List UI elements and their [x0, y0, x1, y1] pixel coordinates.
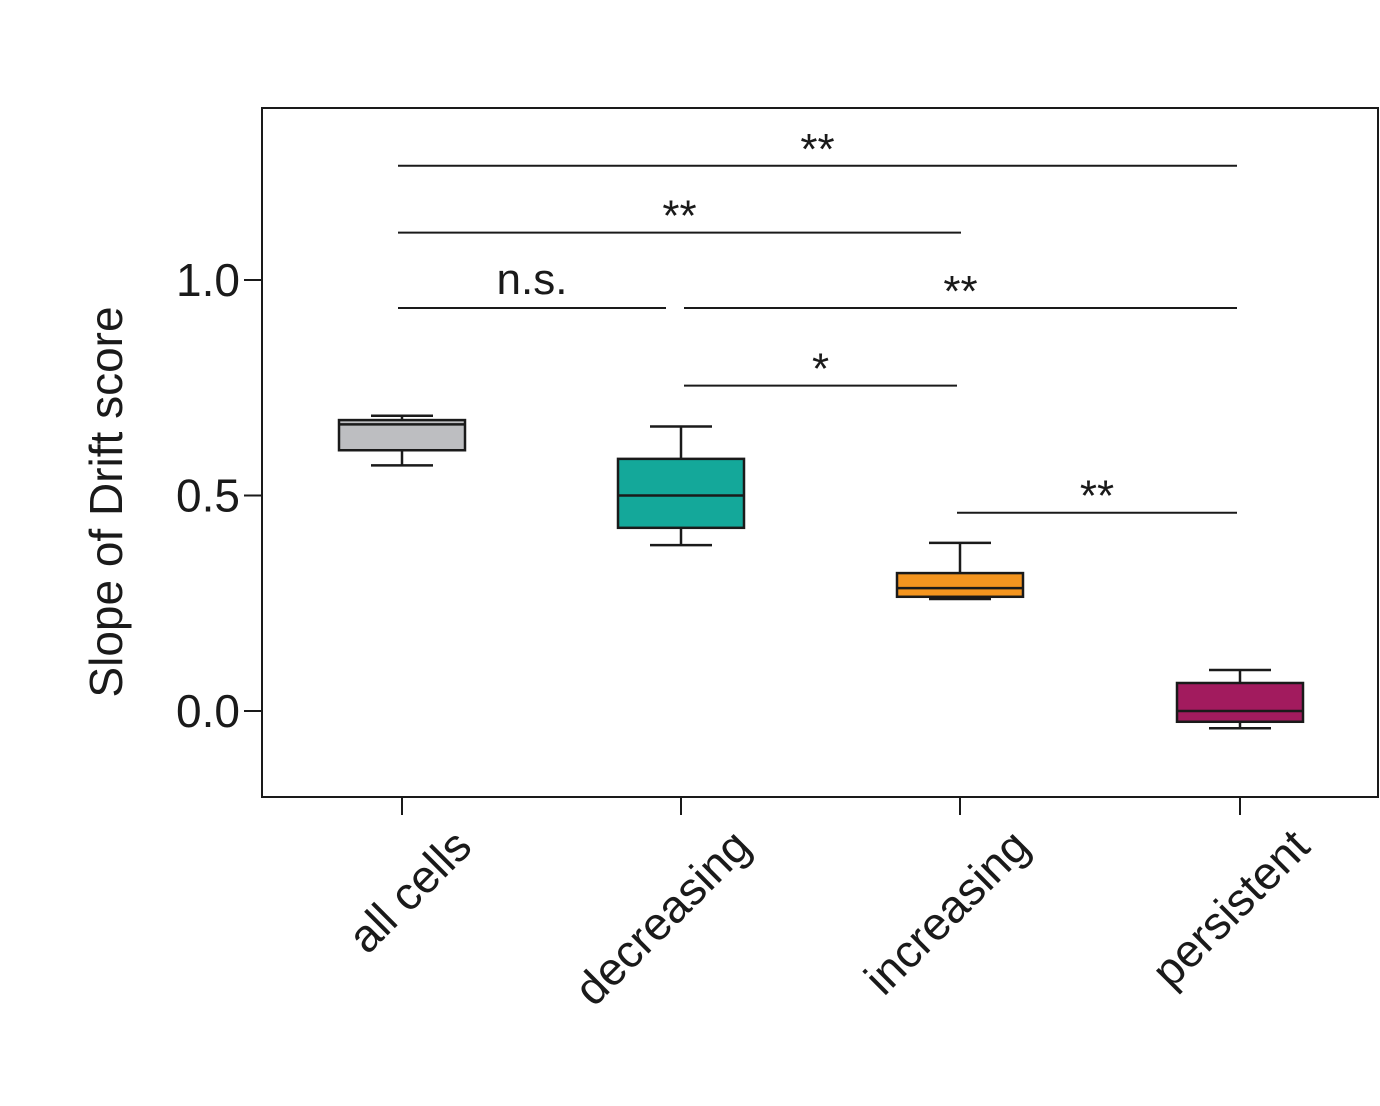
plot-frame	[261, 107, 1379, 798]
x-tick-label: persistent	[1141, 819, 1319, 997]
significance-label: n.s.	[497, 255, 568, 304]
y-tick-label: 1.0	[176, 254, 240, 306]
significance-annotations: ****n.s. *****	[398, 125, 1237, 521]
significance-label: **	[1080, 472, 1114, 521]
significance-bar: **	[398, 192, 961, 241]
box-decreasing	[616, 425, 746, 547]
box-all-cells	[337, 414, 467, 467]
significance-bar: **	[398, 125, 1237, 174]
significance-label: **	[800, 125, 834, 174]
y-axis: 0.0 0.5 1.0	[176, 254, 262, 737]
significance-bar: **	[684, 267, 1237, 316]
box-body	[1175, 681, 1305, 724]
significance-bar: *	[684, 345, 957, 394]
box-body	[616, 457, 746, 530]
y-tick-label: 0.0	[176, 685, 240, 737]
box-persistent	[1175, 668, 1305, 730]
y-tick-label: 0.5	[176, 470, 240, 522]
significance-bar: n.s.	[398, 255, 666, 310]
x-tick-label: decreasing	[564, 819, 760, 1015]
significance-bar: **	[957, 472, 1237, 521]
x-tick-label: increasing	[854, 819, 1039, 1004]
x-axis: all cells decreasing increasing persistent	[338, 797, 1319, 1015]
x-tick-label: all cells	[338, 819, 481, 962]
box-increasing	[895, 541, 1025, 601]
box-series	[337, 414, 1305, 730]
significance-label: **	[662, 192, 696, 241]
y-axis-label: Slope of Drift score	[80, 306, 132, 697]
significance-label: *	[812, 345, 829, 394]
significance-label: **	[943, 267, 977, 316]
box-body	[895, 571, 1025, 599]
